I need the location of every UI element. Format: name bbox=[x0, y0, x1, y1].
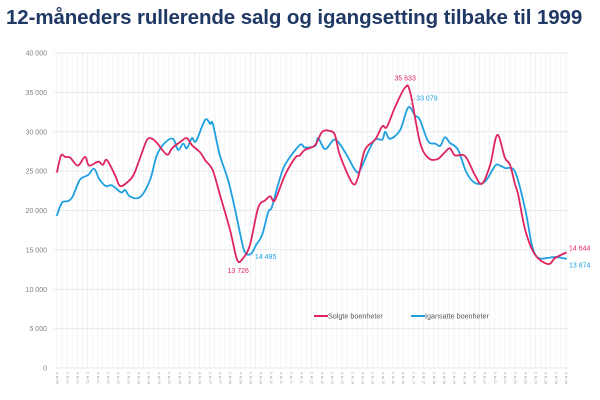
legend-label: Solgte boenheter bbox=[328, 312, 383, 321]
x-tick-label: 2. kv 14 bbox=[350, 372, 354, 384]
y-tick-label: 0 bbox=[43, 366, 47, 373]
x-tick-label: 4. kv 04 bbox=[157, 372, 161, 384]
x-tick-label: 2. kv 13 bbox=[330, 372, 334, 384]
x-tick-label: 2. kv 21 bbox=[493, 372, 497, 384]
x-tick-label: 2. kv 04 bbox=[147, 372, 151, 384]
x-tick-label: 4. kv 16 bbox=[401, 372, 405, 384]
x-tick-label: 4. kv 07 bbox=[218, 372, 222, 384]
x-tick-label: 4. kv 12 bbox=[320, 372, 324, 384]
x-tick-label: 2. kv 12 bbox=[310, 372, 314, 384]
x-tick-label: 2. kv 10 bbox=[269, 372, 273, 384]
y-tick-label: 15 000 bbox=[26, 247, 48, 254]
x-tick-label: 2. kv 09 bbox=[249, 372, 253, 384]
x-tick-label: 4. kv 14 bbox=[361, 372, 365, 384]
data-label: 13 726 bbox=[227, 268, 249, 275]
x-tick-label: 4. kv 10 bbox=[279, 372, 283, 384]
y-tick-label: 40 000 bbox=[26, 51, 48, 58]
data-label: 13 874 bbox=[569, 263, 591, 270]
series-line-igangsatte bbox=[56, 106, 567, 260]
x-tick-label: 2. kv 19 bbox=[452, 372, 456, 384]
x-tick-label: 2. kv 20 bbox=[472, 372, 476, 384]
y-tick-label: 25 000 bbox=[26, 169, 48, 176]
x-tick-label: 4. kv 19 bbox=[462, 372, 466, 384]
data-label: 33 079 bbox=[416, 96, 438, 103]
x-tick-label: 2. kv 23 bbox=[534, 372, 538, 384]
x-tick-label: 4. kv 00 bbox=[75, 372, 79, 384]
y-tick-label: 35 000 bbox=[26, 90, 48, 97]
x-tick-label: 2. kv 11 bbox=[289, 372, 293, 384]
annotation-leader-line bbox=[408, 98, 416, 106]
x-tick-label: 2. kv 17 bbox=[411, 372, 415, 384]
x-tick-label: 2. kv 18 bbox=[432, 372, 436, 384]
x-tick-label: 4. kv 21 bbox=[503, 372, 507, 384]
y-tick-label: 20 000 bbox=[26, 208, 48, 215]
x-tick-label: 4. kv 08 bbox=[238, 372, 242, 384]
x-tick-label: 2. kv 22 bbox=[513, 372, 517, 384]
x-tick-label: 4. kv 02 bbox=[116, 372, 120, 384]
x-tick-label: 2. kv 15 bbox=[371, 372, 375, 384]
x-tick-label: 4. kv 06 bbox=[198, 372, 202, 384]
x-tick-label: 2. kv 01 bbox=[86, 372, 90, 384]
data-label: 35 633 bbox=[394, 75, 416, 82]
y-tick-label: 30 000 bbox=[26, 129, 48, 136]
x-tick-label: 4. kv 09 bbox=[259, 372, 263, 384]
x-tick-label: 2. kv 05 bbox=[167, 372, 171, 384]
chart-title: 12-måneders rullerende salg og igangsett… bbox=[6, 6, 583, 29]
x-tick-label: 4. kv 18 bbox=[442, 372, 446, 384]
legend-label: Igansatte boenheter bbox=[425, 312, 490, 321]
x-tick-label: 2. kv 16 bbox=[391, 372, 395, 384]
x-tick-label: 2. kv 00 bbox=[65, 372, 69, 384]
x-tick-label: 2. kv 07 bbox=[208, 372, 212, 384]
x-tick-label: 4. kv 13 bbox=[340, 372, 344, 384]
x-tick-label: 2. kv 08 bbox=[228, 372, 232, 384]
x-tick-label: 4. kv 20 bbox=[483, 372, 487, 384]
x-tick-label: 4. kv 22 bbox=[523, 372, 527, 384]
x-tick-label: 4. kv 01 bbox=[96, 372, 100, 384]
x-tick-label: 2. kv 24 bbox=[554, 372, 558, 384]
y-tick-label: 10 000 bbox=[26, 287, 48, 294]
x-tick-label: 4. kv 99 bbox=[55, 372, 59, 384]
x-tick-label: 2. kv 06 bbox=[187, 372, 191, 384]
x-tick-label: 4. kv 24 bbox=[564, 372, 568, 384]
x-tick-label: 4. kv 03 bbox=[137, 372, 141, 384]
x-tick-label: 4. kv 11 bbox=[299, 372, 303, 384]
data-label: 14 644 bbox=[569, 246, 591, 253]
data-label: 14 495 bbox=[255, 254, 277, 261]
x-tick-label: 2. kv 02 bbox=[106, 372, 110, 384]
x-tick-label: 4. kv 17 bbox=[422, 372, 426, 384]
x-tick-label: 4. kv 05 bbox=[177, 372, 181, 384]
x-tick-label: 2. kv 03 bbox=[126, 372, 130, 384]
y-tick-label: 5 000 bbox=[29, 326, 47, 333]
x-tick-label: 4. kv 15 bbox=[381, 372, 385, 384]
x-tick-label: 4. kv 23 bbox=[544, 372, 548, 384]
series-line-solgte bbox=[56, 84, 567, 266]
